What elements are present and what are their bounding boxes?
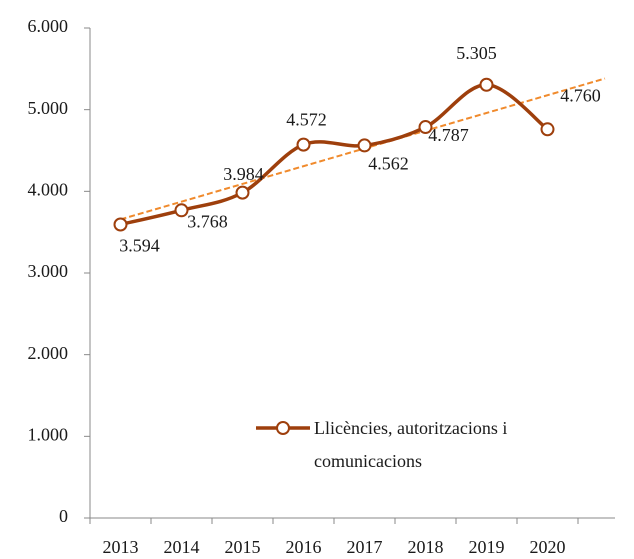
y-tick-label: 5.000 — [28, 98, 69, 118]
data-label: 3.594 — [119, 236, 160, 256]
x-tick-label: 2018 — [408, 537, 444, 557]
x-tick-label: 2020 — [530, 537, 566, 557]
point-marker — [235, 185, 250, 200]
x-tick-label: 2016 — [286, 537, 322, 557]
x-tick-label: 2013 — [103, 537, 139, 557]
y-tick-label: 2.000 — [28, 343, 69, 363]
point-marker — [174, 203, 189, 218]
data-label: 4.787 — [428, 125, 469, 145]
point-marker — [540, 122, 555, 137]
x-tick-label: 2017 — [347, 537, 383, 557]
data-label: 5.305 — [456, 43, 497, 63]
y-tick-label: 6.000 — [28, 16, 69, 36]
y-tick-label: 4.000 — [28, 179, 69, 199]
x-tick-label: 2019 — [469, 537, 505, 557]
point-marker — [357, 138, 372, 153]
data-label: 4.562 — [368, 154, 409, 174]
point-marker — [113, 217, 128, 232]
x-tick-label: 2015 — [225, 537, 261, 557]
series-line — [120, 83, 549, 227]
y-tick-label: 1.000 — [28, 424, 69, 444]
y-tick-label: 3.000 — [28, 261, 69, 281]
point-marker — [296, 137, 311, 152]
y-tick-label: 0 — [59, 506, 68, 526]
data-label: 3.984 — [223, 164, 264, 184]
data-label: 3.768 — [187, 211, 228, 231]
legend-marker — [276, 421, 290, 435]
data-label: 4.760 — [560, 85, 601, 105]
point-marker — [418, 120, 433, 135]
data-label: 4.572 — [286, 110, 327, 130]
legend-label: Llicències, autoritzacions i comunicacio… — [314, 418, 508, 471]
x-tick-label: 2014 — [164, 537, 200, 557]
point-marker — [479, 77, 494, 92]
